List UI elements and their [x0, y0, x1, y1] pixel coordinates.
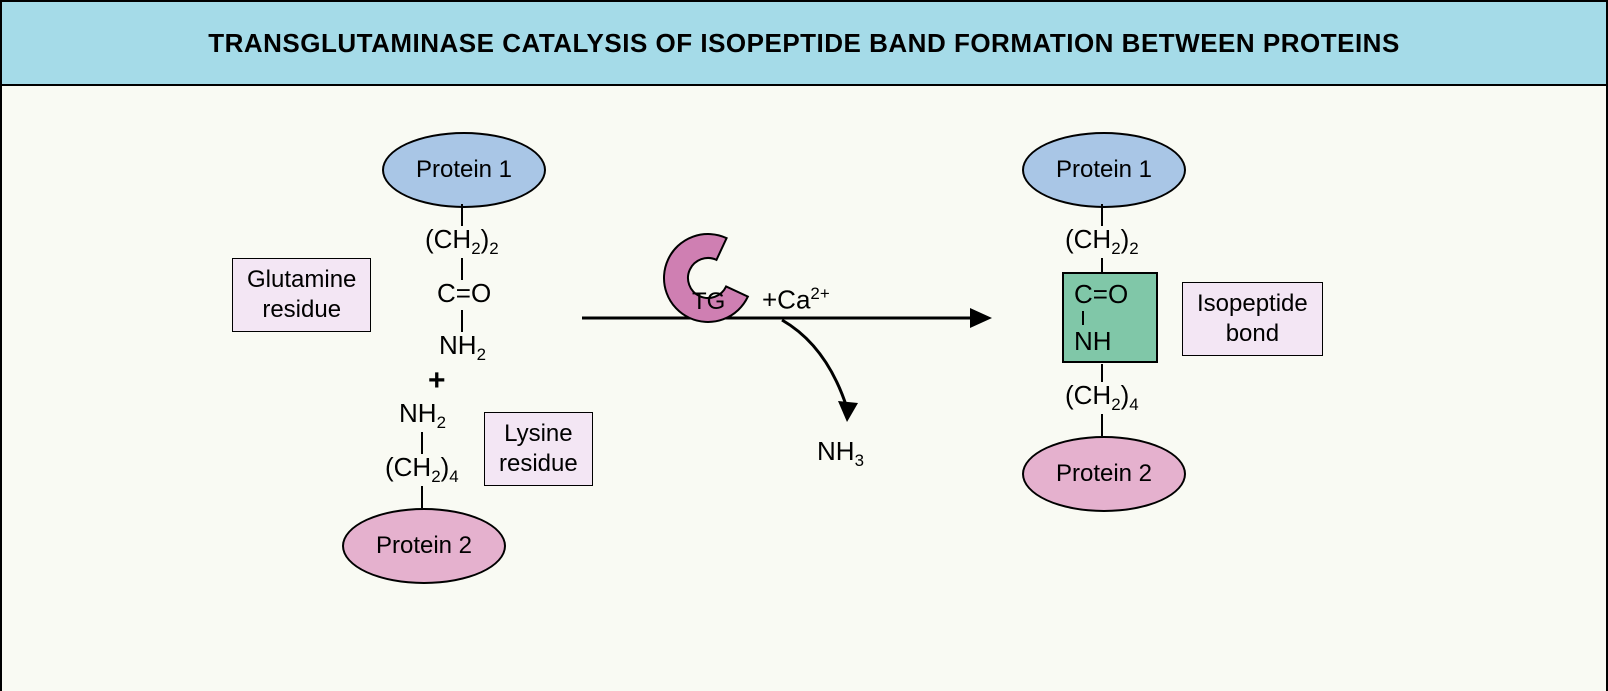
right-protein1-label: Protein 1	[1056, 156, 1152, 184]
right-line-ch24-p2	[1101, 414, 1103, 436]
lysine-label-line2: residue	[499, 449, 578, 479]
left-ch2-2: (CH2)2	[425, 224, 499, 259]
cofactor-label: +Ca2+	[762, 284, 830, 316]
right-line-co-nh	[1082, 311, 1084, 325]
right-protein2-label: Protein 2	[1056, 460, 1152, 488]
left-plus-sign: +	[428, 364, 446, 398]
glutamine-label-line1: Glutamine	[247, 265, 356, 295]
isopeptide-label-box: Isopeptide bond	[1182, 282, 1323, 356]
figure-container: TRANSGLUTAMINASE CATALYSIS OF ISOPEPTIDE…	[0, 0, 1608, 691]
right-nh: NH	[1074, 325, 1112, 358]
figure-header: TRANSGLUTAMINASE CATALYSIS OF ISOPEPTIDE…	[2, 2, 1606, 86]
right-line-ch2-box	[1101, 258, 1103, 272]
right-protein2-ellipse: Protein 2	[1022, 436, 1186, 512]
left-c-o: C=O	[437, 278, 491, 309]
left-protein1-label: Protein 1	[416, 156, 512, 184]
isopeptide-label-line1: Isopeptide	[1197, 289, 1308, 319]
figure-title: TRANSGLUTAMINASE CATALYSIS OF ISOPEPTIDE…	[208, 28, 1400, 59]
isopeptide-bond-box: C=O NH	[1062, 272, 1158, 363]
figure-body: Protein 1 (CH2)2 C=O NH2 + NH2 (CH2)4 Pr…	[2, 86, 1606, 691]
byproduct-label: NH3	[817, 436, 864, 471]
left-ch2-4: (CH2)4	[385, 452, 459, 487]
right-line-p1-ch2	[1101, 204, 1103, 226]
left-nh2-top: NH2	[439, 330, 486, 365]
right-c-o: C=O	[1074, 278, 1128, 311]
isopeptide-label-line2: bond	[1226, 319, 1279, 349]
right-protein1-ellipse: Protein 1	[1022, 132, 1186, 208]
enzyme-label: TG	[692, 288, 725, 316]
left-line-ch24-p2	[421, 486, 423, 508]
left-line-co-nh2	[461, 310, 463, 332]
left-line-nh2-ch24	[421, 432, 423, 454]
glutamine-label-box: Glutamine residue	[232, 258, 371, 332]
left-nh2-bottom: NH2	[399, 398, 446, 433]
left-protein2-ellipse: Protein 2	[342, 508, 506, 584]
right-ch2-4: (CH2)4	[1065, 380, 1139, 415]
left-line-p1-ch2	[461, 204, 463, 226]
byproduct-arrow	[772, 316, 892, 436]
lysine-label-line1: Lysine	[504, 419, 572, 449]
left-line-ch2-co	[461, 258, 463, 280]
right-ch2-2: (CH2)2	[1065, 224, 1139, 259]
left-protein1-ellipse: Protein 1	[382, 132, 546, 208]
glutamine-label-line2: residue	[262, 295, 341, 325]
lysine-label-box: Lysine residue	[484, 412, 593, 486]
left-protein2-label: Protein 2	[376, 532, 472, 560]
